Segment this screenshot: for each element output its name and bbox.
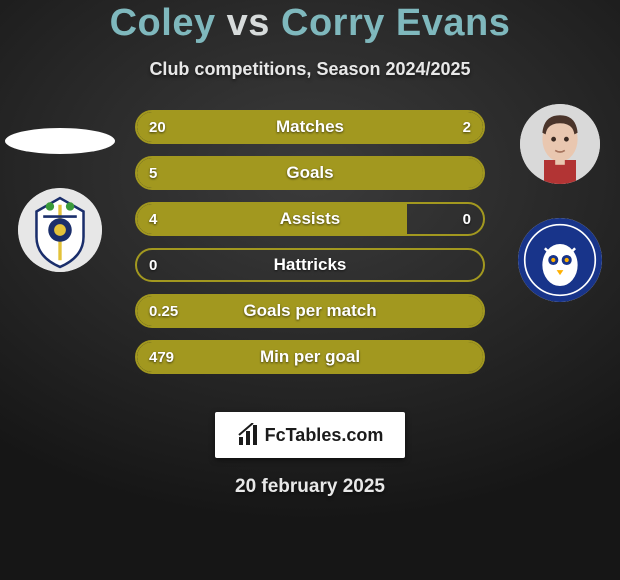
stat-row: Min per goal479 <box>135 340 485 374</box>
left-club-badge <box>18 188 102 272</box>
content-area: Coley vs Corry Evans Club competitions, … <box>0 0 620 498</box>
left-player-avatar <box>5 128 115 154</box>
stat-row: Assists4 0 <box>135 202 485 236</box>
comparison-card: Coley vs Corry Evans Club competitions, … <box>0 0 620 580</box>
title-player2: Corry Evans <box>281 2 510 44</box>
date-text: 20 february 2025 <box>0 476 620 498</box>
subtitle: Club competitions, Season 2024/2025 <box>0 59 620 80</box>
stat-value-left: 479 <box>149 342 174 372</box>
title-player1: Coley <box>110 2 216 44</box>
stat-value-right: 2 <box>463 112 471 142</box>
title-vs: vs <box>227 2 270 44</box>
stat-bars: Matches202Goals5Assists40Hattricks0Goals… <box>135 110 485 386</box>
right-club-badge <box>518 218 602 302</box>
brand-icon <box>237 423 261 447</box>
stat-row: Goals5 <box>135 156 485 190</box>
brand-text: FcTables.com <box>265 425 384 446</box>
stat-row: Goals per match0.25 <box>135 294 485 328</box>
stat-label: Min per goal <box>137 342 483 372</box>
stat-label: Assists <box>137 204 483 234</box>
stat-value-right: 0 <box>463 204 471 234</box>
right-player-column <box>500 110 620 302</box>
stat-label: Matches <box>137 112 483 142</box>
brand-badge: FcTables.com <box>215 412 405 458</box>
stat-value-left: 0.25 <box>149 296 178 326</box>
stat-label: Goals per match <box>137 296 483 326</box>
right-player-avatar <box>520 104 600 184</box>
stat-value-left: 20 <box>149 112 166 142</box>
comparison-body: Matches202Goals5Assists40Hattricks0Goals… <box>0 110 620 390</box>
stat-value-left: 0 <box>149 250 157 280</box>
left-player-column <box>0 110 120 272</box>
stat-label: Goals <box>137 158 483 188</box>
stat-label: Hattricks <box>137 250 483 280</box>
stat-row: Hattricks0 <box>135 248 485 282</box>
stat-row: Matches20 2 <box>135 110 485 144</box>
stat-value-left: 5 <box>149 158 157 188</box>
stat-value-left: 4 <box>149 204 157 234</box>
page-title: Coley vs Corry Evans <box>0 2 620 45</box>
